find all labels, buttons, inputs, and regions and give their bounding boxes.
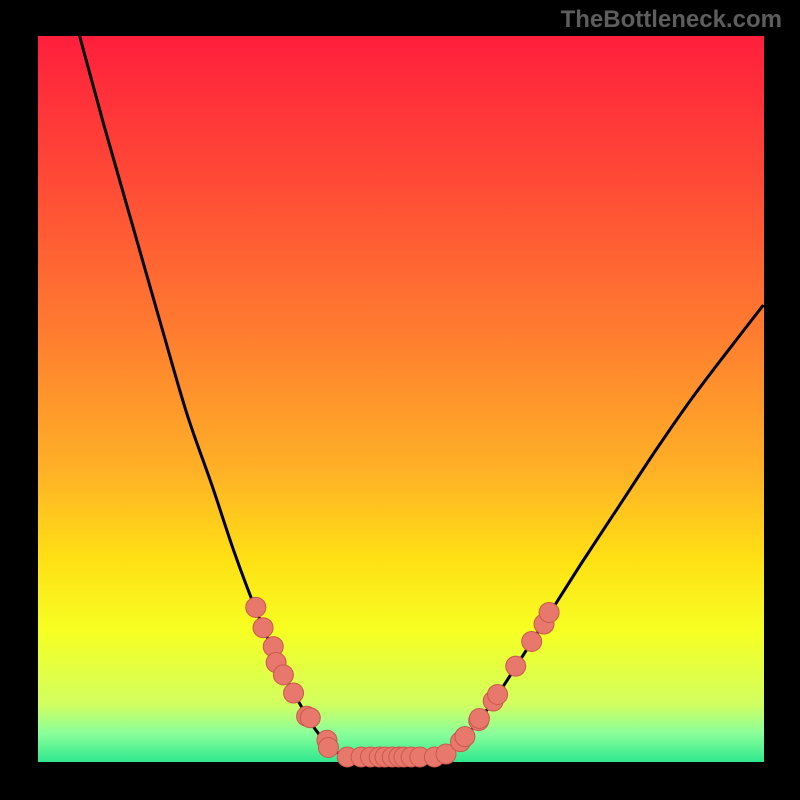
watermark-text: TheBottleneck.com bbox=[561, 6, 782, 34]
chart-stage: TheBottleneck.com bbox=[0, 0, 800, 800]
plot-gradient-background bbox=[38, 36, 764, 762]
